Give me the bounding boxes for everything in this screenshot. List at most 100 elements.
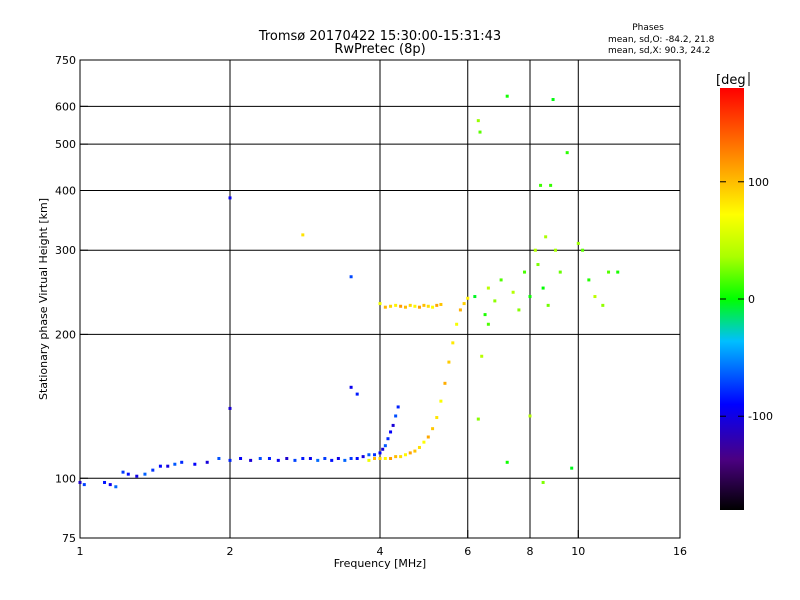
data-point xyxy=(576,241,580,245)
data-point xyxy=(511,290,515,294)
data-point xyxy=(581,248,585,252)
data-point xyxy=(431,427,435,431)
data-point xyxy=(528,295,532,299)
data-point xyxy=(373,453,377,457)
data-point xyxy=(435,303,439,307)
data-point xyxy=(517,308,521,312)
chart-subtitle: RwPretec (8p) xyxy=(334,42,425,57)
data-point xyxy=(570,466,574,470)
colorbar-tick-label: 100 xyxy=(748,176,769,189)
data-point xyxy=(126,472,130,476)
data-point xyxy=(323,456,327,460)
data-point xyxy=(378,456,382,460)
grid-lines xyxy=(80,60,680,538)
x-tick-label: 6 xyxy=(464,545,471,558)
data-point xyxy=(486,286,490,290)
x-tick-label: 2 xyxy=(227,545,234,558)
data-point xyxy=(558,270,562,274)
data-point xyxy=(439,399,443,403)
data-point xyxy=(447,360,451,364)
y-tick-label: 600 xyxy=(55,100,76,113)
data-point xyxy=(166,464,170,468)
data-point xyxy=(217,456,221,460)
data-point xyxy=(422,303,426,307)
data-point xyxy=(523,270,527,274)
data-point xyxy=(505,94,509,98)
colorbar-tick-label: -100 xyxy=(748,410,773,423)
data-point xyxy=(551,98,555,102)
data-point xyxy=(378,302,382,306)
data-point xyxy=(422,440,426,444)
data-point xyxy=(539,183,543,187)
data-point xyxy=(228,458,232,462)
data-point xyxy=(549,183,553,187)
data-point xyxy=(173,462,177,466)
data-point xyxy=(473,295,477,299)
data-point xyxy=(389,456,393,460)
data-point xyxy=(355,456,359,460)
data-point xyxy=(367,453,371,457)
y-tick-label: 300 xyxy=(55,244,76,257)
data-point xyxy=(476,417,480,421)
data-point xyxy=(355,392,359,396)
phases-x-mode: mean, sd,X: 90.3, 24.2 xyxy=(608,46,710,56)
data-point xyxy=(396,405,400,409)
data-point xyxy=(308,456,312,460)
data-point xyxy=(78,480,82,484)
data-point xyxy=(541,480,545,484)
data-point xyxy=(249,458,253,462)
y-axis-ticks: 75 100 200 300 400 500 600 750 xyxy=(55,54,88,545)
data-point xyxy=(403,305,407,309)
data-point xyxy=(349,385,353,389)
data-point xyxy=(389,304,393,308)
data-point xyxy=(205,460,209,464)
data-point xyxy=(349,456,353,460)
data-point xyxy=(336,456,340,460)
data-point xyxy=(462,302,466,306)
data-point xyxy=(394,455,398,459)
data-point xyxy=(276,458,280,462)
data-point xyxy=(455,322,459,326)
data-point xyxy=(458,308,462,312)
data-point xyxy=(483,313,487,317)
y-tick-label: 200 xyxy=(55,328,76,341)
data-point xyxy=(399,304,403,308)
data-point xyxy=(367,458,371,462)
data-point xyxy=(239,456,243,460)
x-axis-ticks: 1 2 4 6 8 10 16 xyxy=(77,530,687,558)
data-point xyxy=(443,381,447,385)
data-point xyxy=(417,445,421,449)
data-point xyxy=(607,270,611,274)
data-point xyxy=(601,303,605,307)
x-tick-label: 8 xyxy=(527,545,534,558)
data-point xyxy=(587,278,591,282)
x-axis-label: Frequency [MHz] xyxy=(334,557,426,570)
data-point xyxy=(435,416,439,420)
data-point xyxy=(343,458,347,462)
data-point xyxy=(330,458,334,462)
data-point xyxy=(565,151,569,155)
data-point xyxy=(316,458,320,462)
data-point xyxy=(391,423,395,427)
y-tick-label: 400 xyxy=(55,184,76,197)
data-point xyxy=(426,304,430,308)
data-point xyxy=(386,437,390,441)
data-point xyxy=(108,483,112,487)
data-point xyxy=(135,474,139,478)
phases-o-mode: mean, sd,O: -84.2, 21.8 xyxy=(608,35,715,45)
data-point xyxy=(439,302,443,306)
y-tick-label: 75 xyxy=(62,532,76,545)
data-point xyxy=(533,248,537,252)
colorbar-label: [deg xyxy=(716,73,746,88)
y-axis-label: Stationary phase Virtual Height [km] xyxy=(37,198,50,400)
data-point xyxy=(114,485,118,489)
data-point xyxy=(553,248,557,252)
data-point xyxy=(408,303,412,307)
data-point xyxy=(616,270,620,274)
data-point xyxy=(389,430,393,434)
data-point xyxy=(151,468,155,472)
x-tick-label: 16 xyxy=(673,545,687,558)
data-point xyxy=(383,456,387,460)
phases-heading: Phases xyxy=(632,23,664,33)
